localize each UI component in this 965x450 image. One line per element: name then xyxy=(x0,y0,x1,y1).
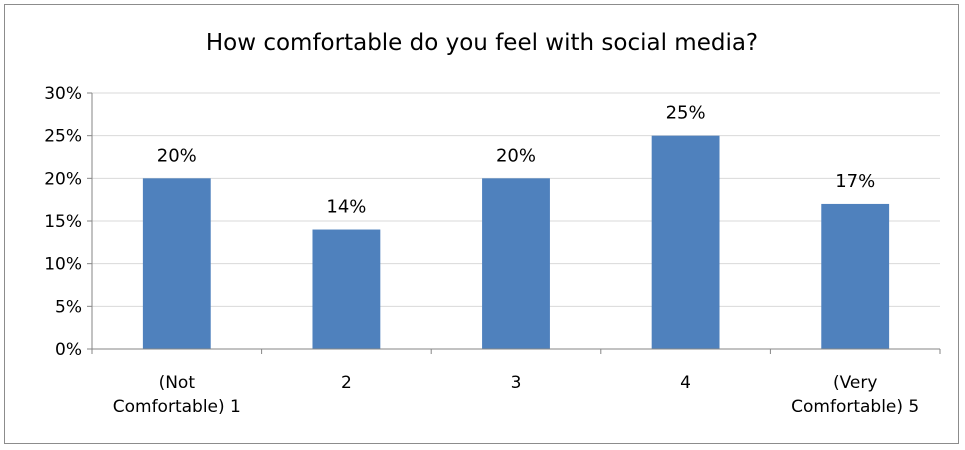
x-tick-label: 4 xyxy=(680,373,691,393)
bars: 20% 14% 20% 25% 17% xyxy=(142,103,890,349)
x-tick-label: (Very xyxy=(833,373,877,393)
x-tick-label: (Not xyxy=(159,373,196,393)
data-label: 14% xyxy=(326,197,366,218)
y-tick-label: 30% xyxy=(44,84,82,104)
x-tick-label: 3 xyxy=(511,373,522,393)
bar xyxy=(651,135,720,349)
data-label: 20% xyxy=(157,145,197,166)
y-axis: 0% 5% 10% 15% 20% 25% 30% xyxy=(44,84,93,360)
gridlines xyxy=(92,92,940,307)
data-label: 17% xyxy=(835,171,875,192)
bar xyxy=(482,178,550,349)
y-tick-label: 20% xyxy=(44,169,82,189)
y-tick-label: 10% xyxy=(44,255,82,275)
chart-title: How comfortable do you feel with social … xyxy=(206,30,758,56)
bar xyxy=(312,229,381,349)
y-tick-label: 5% xyxy=(55,297,82,317)
data-label: 25% xyxy=(666,103,706,124)
x-tick-label: 2 xyxy=(341,373,352,393)
y-tick-label: 25% xyxy=(44,127,82,147)
y-tick-label: 0% xyxy=(55,340,82,360)
x-tick-label: Comfortable) 5 xyxy=(791,397,919,417)
bar xyxy=(821,203,890,349)
y-tick-label: 15% xyxy=(44,212,82,232)
bar xyxy=(142,178,211,349)
x-tick-label: Comfortable) 1 xyxy=(113,397,241,417)
data-label: 20% xyxy=(496,145,536,166)
x-axis: (Not Comfortable) 1 2 3 4 (Very Comfortable) 5 xyxy=(91,348,941,417)
